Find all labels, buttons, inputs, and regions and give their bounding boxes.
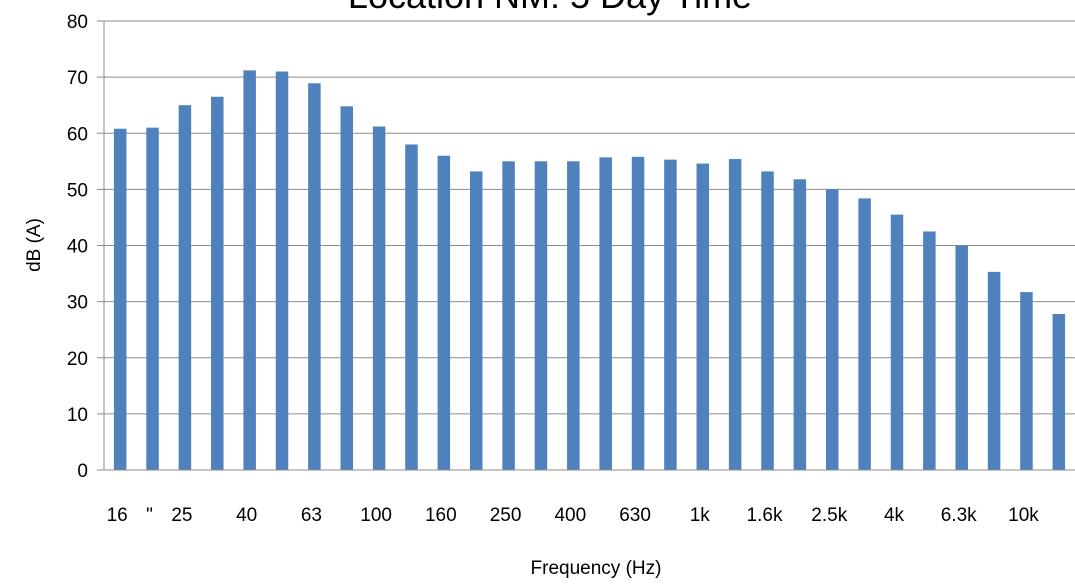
x-tick-label: 400 xyxy=(554,505,586,526)
bar xyxy=(340,106,353,470)
bar xyxy=(599,157,612,471)
y-tick-labels: 0 10 20 30 40 50 60 70 80 xyxy=(67,12,104,482)
y-tick-label: 20 xyxy=(67,349,88,370)
bar xyxy=(567,161,580,470)
y-axis-title: dB (A) xyxy=(24,218,45,272)
bar xyxy=(469,171,483,471)
bar xyxy=(372,126,386,470)
bar xyxy=(955,245,968,470)
bar xyxy=(437,155,451,470)
gridlines xyxy=(104,20,1075,415)
x-axis-title: Frequency (Hz) xyxy=(531,558,662,579)
x-tick-label: 160 xyxy=(425,505,457,526)
x-tick-label: 250 xyxy=(490,505,522,526)
bar xyxy=(211,96,224,471)
bar xyxy=(923,231,936,470)
x-tick-labels: 16 " 25 40 63 100 160 250 400 630 1k 1.6k 2.5k 4k 6.3k… xyxy=(107,505,1040,526)
y-tick-label: 0 xyxy=(77,461,88,482)
bar xyxy=(146,127,159,470)
x-tick-label: 10k xyxy=(1008,505,1039,526)
y-tick-label: 70 xyxy=(67,68,88,89)
bar xyxy=(405,144,418,470)
bar xyxy=(308,83,321,470)
bar xyxy=(890,214,904,470)
y-tick-label: 50 xyxy=(67,180,88,201)
x-tick-label: 2.5k xyxy=(811,505,847,526)
bar xyxy=(793,179,807,470)
bar xyxy=(858,198,871,471)
bar xyxy=(502,161,515,470)
y-tick-label: 80 xyxy=(67,12,88,33)
bar xyxy=(534,161,548,470)
bar xyxy=(696,163,710,470)
bar xyxy=(664,159,677,470)
bar xyxy=(631,156,645,470)
bar xyxy=(275,71,289,470)
x-tick-label: 1k xyxy=(690,505,711,526)
x-tick-label: 16 xyxy=(107,505,128,526)
x-tick-label: 630 xyxy=(619,505,651,526)
bar xyxy=(728,159,742,470)
bar xyxy=(243,70,256,470)
bar xyxy=(987,271,1001,470)
y-tick-label: 40 xyxy=(67,237,88,258)
bars xyxy=(113,70,1066,471)
y-tick-label: 10 xyxy=(67,405,88,426)
y-tick-label: 60 xyxy=(67,124,88,145)
bar xyxy=(826,189,839,470)
x-tick-label: 63 xyxy=(301,505,322,526)
x-tick-label: 6.3k xyxy=(941,505,977,526)
x-tick-label: 25 xyxy=(171,505,192,526)
bar xyxy=(113,128,127,470)
bar xyxy=(1052,313,1066,470)
x-tick-label: 40 xyxy=(236,505,257,526)
bar xyxy=(178,105,192,470)
bar xyxy=(761,171,774,471)
x-tick-label: 1.6k xyxy=(747,505,783,526)
bar xyxy=(1020,292,1033,470)
y-tick-label: 30 xyxy=(67,293,88,314)
x-tick-label: " xyxy=(146,505,153,526)
x-tick-label: 4k xyxy=(884,505,905,526)
x-tick-label: 100 xyxy=(360,505,392,526)
chart-title: Location NM: 5 Day Time xyxy=(348,0,752,16)
